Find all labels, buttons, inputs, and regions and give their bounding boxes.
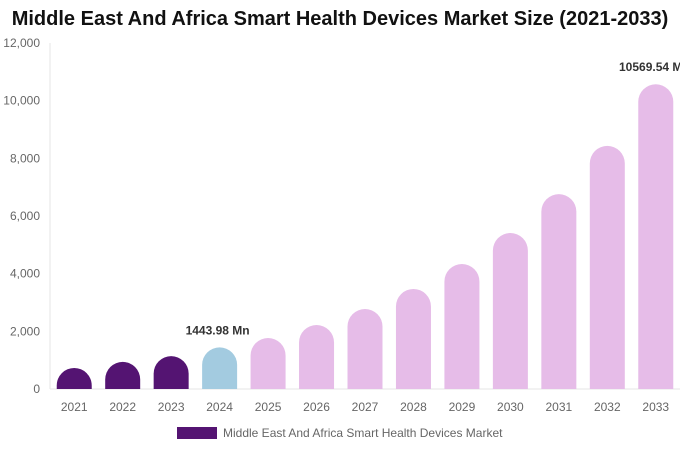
legend: Middle East And Africa Smart Health Devi… (177, 426, 502, 440)
bar-2025 (250, 337, 286, 389)
x-tick-label: 2023 (158, 400, 185, 414)
x-tick-label: 2024 (206, 400, 233, 414)
x-tick-label: 2026 (303, 400, 330, 414)
bar-2032 (589, 145, 625, 389)
x-tick-label: 2029 (449, 400, 476, 414)
bar-2021 (56, 367, 92, 389)
x-tick-label: 2033 (642, 400, 669, 414)
legend-swatch (177, 427, 217, 439)
data-label: 1443.98 Mn (186, 323, 250, 337)
y-tick-label: 6,000 (10, 209, 40, 223)
legend-label: Middle East And Africa Smart Health Devi… (223, 426, 503, 440)
x-tick-label: 2025 (255, 400, 282, 414)
x-tick-label: 2032 (594, 400, 621, 414)
x-tick-label: 2027 (352, 400, 379, 414)
bar-2031 (541, 194, 577, 389)
bar-2028 (395, 288, 431, 389)
x-tick-label: 2021 (61, 400, 88, 414)
chart-title: Middle East And Africa Smart Health Devi… (11, 8, 669, 30)
bar-2030 (492, 233, 528, 389)
y-tick-label: 8,000 (10, 151, 40, 165)
bar-2029 (444, 264, 480, 389)
bar-2023 (153, 356, 189, 389)
y-tick-label: 4,000 (10, 267, 40, 281)
bar-2026 (299, 324, 335, 389)
x-tick-label: 2028 (400, 400, 427, 414)
x-tick-label: 2030 (497, 400, 524, 414)
y-tick-label: 0 (33, 382, 40, 396)
bar-2033 (638, 84, 674, 389)
y-tick-label: 12,000 (3, 36, 40, 50)
x-tick-label: 2022 (109, 400, 136, 414)
y-tick-label: 2,000 (10, 324, 40, 338)
bar-2022 (105, 361, 141, 389)
x-tick-label: 2031 (545, 400, 572, 414)
y-tick-label: 10,000 (3, 94, 40, 108)
bar-2024 (202, 347, 238, 389)
data-label: 10569.54 Mn (619, 60, 680, 74)
bar-2027 (347, 308, 383, 389)
